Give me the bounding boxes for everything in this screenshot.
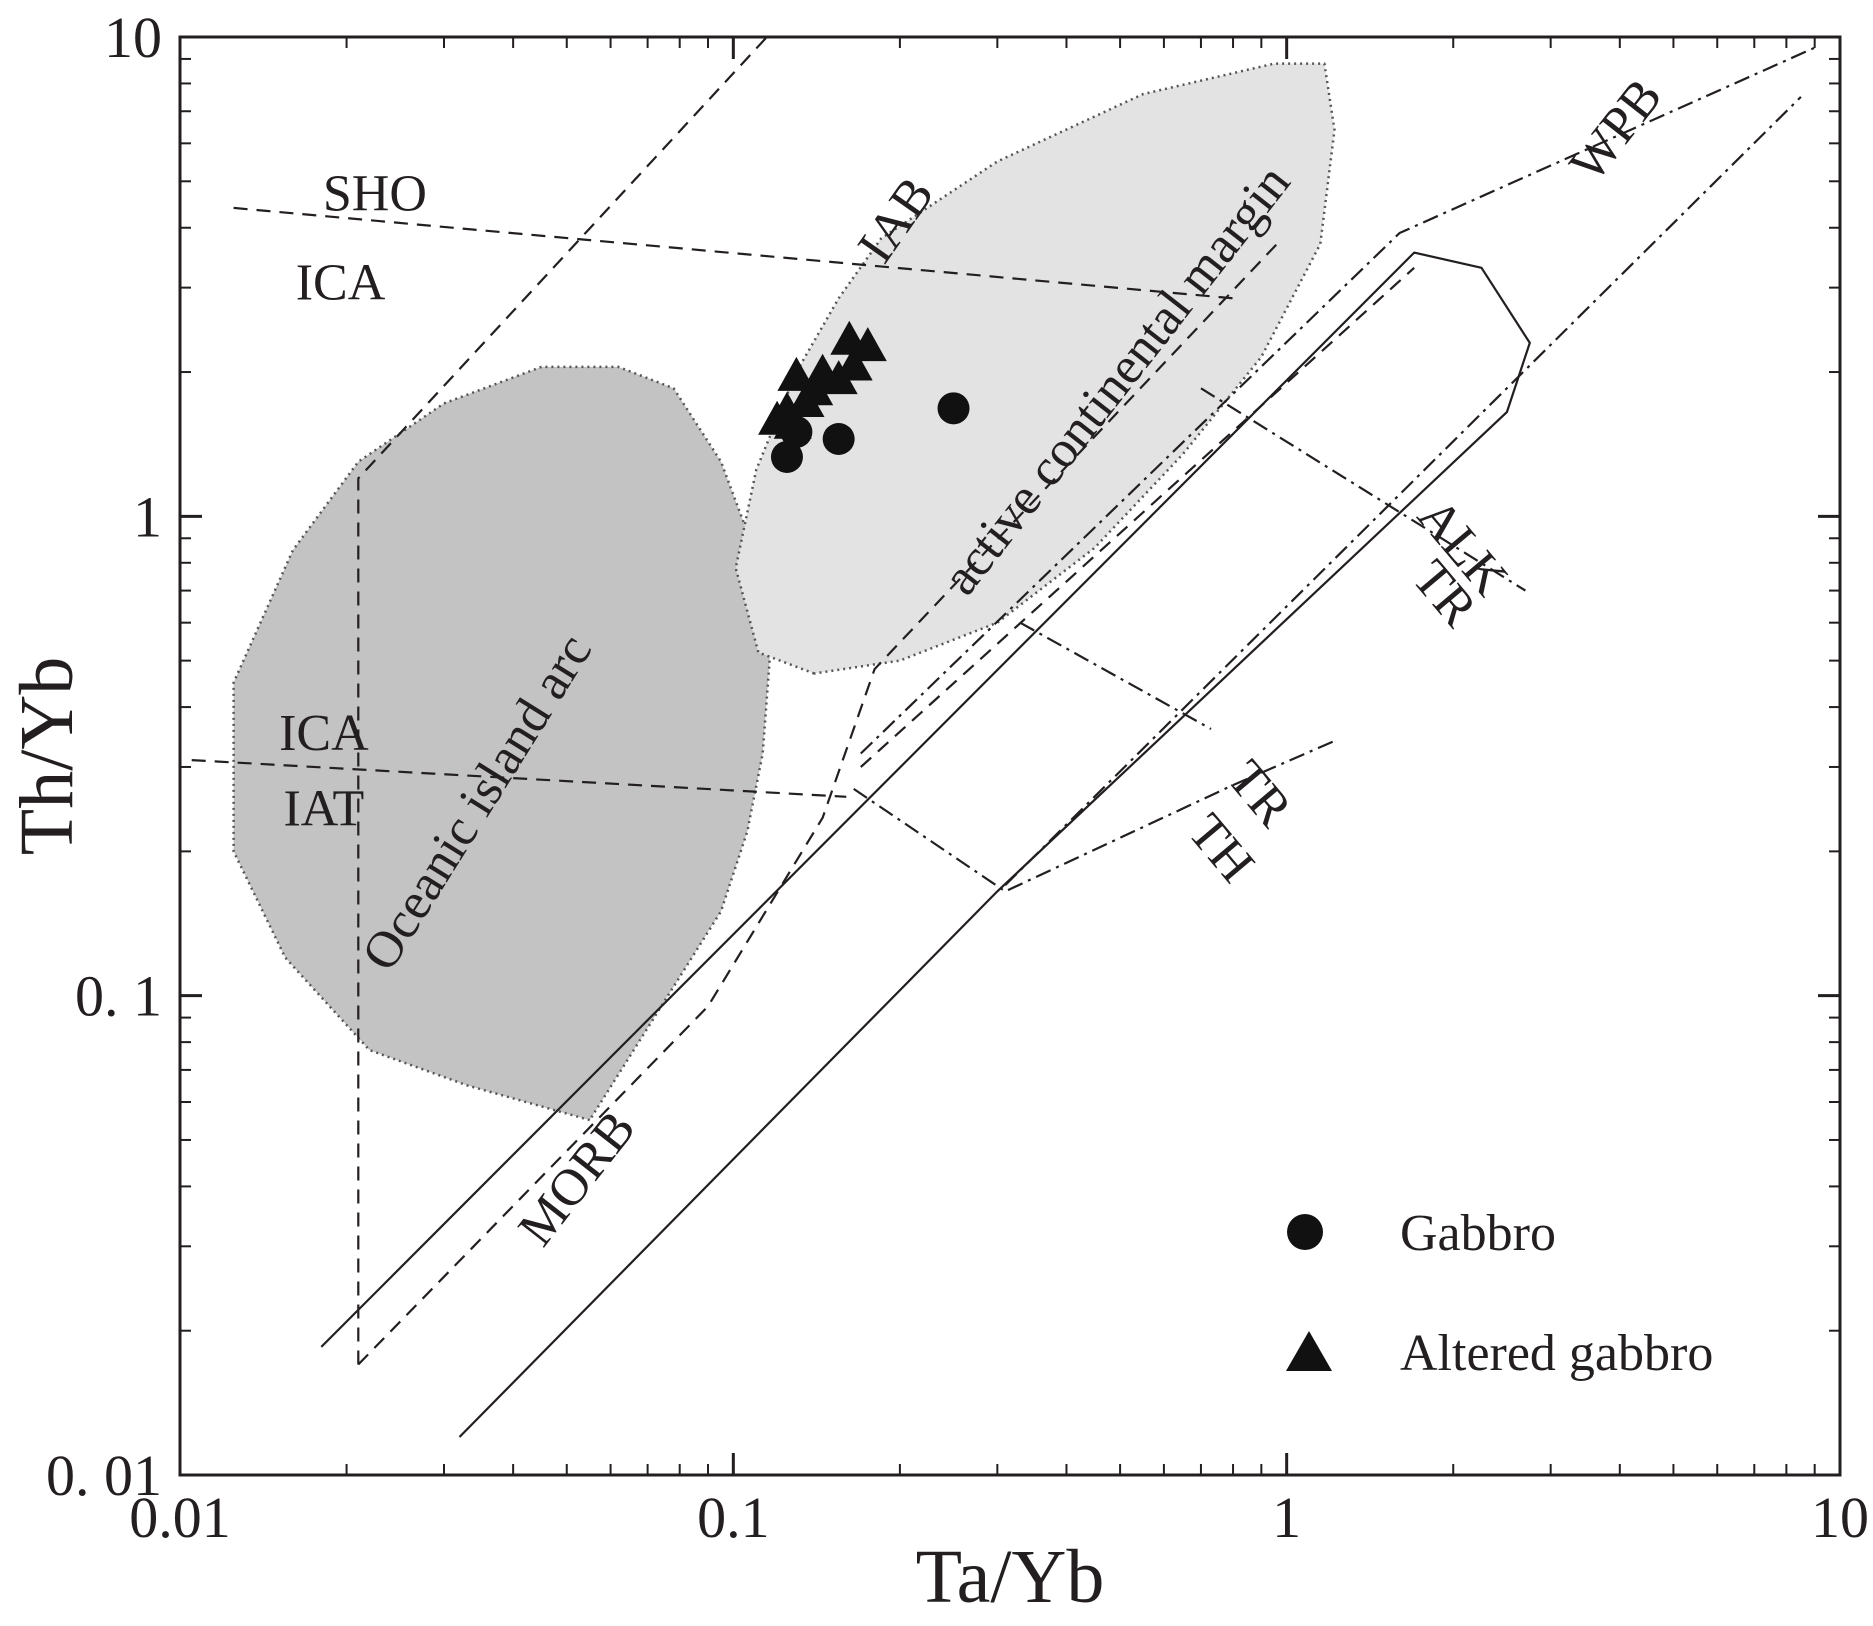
gabbro-point	[770, 440, 803, 473]
legend-altered-gabbro-marker	[1286, 1331, 1332, 1371]
boundary-line-8	[1004, 96, 1802, 886]
field-label-iat: IAT	[283, 780, 364, 837]
x-axis-title: Ta/Yb	[916, 1535, 1105, 1619]
points-layer	[758, 320, 970, 473]
boundary-line-3	[357, 36, 768, 1365]
region-active-continental-margin	[734, 62, 1336, 675]
legend-gabbro-marker	[1287, 1214, 1323, 1250]
x-tick-label: 1	[1272, 1485, 1301, 1550]
altered-gabbro-point	[834, 346, 873, 381]
region-oceanic-island-arc	[232, 365, 773, 1122]
ticks-layer: 0.010. 01 0.1 0. 1 1 1 10 10	[46, 5, 1869, 1550]
gabbro-point	[937, 392, 970, 425]
plot-frame	[178, 35, 1842, 1477]
y-tick-label: 0. 01	[46, 1443, 162, 1508]
altered-gabbro-point	[795, 371, 834, 406]
y-tick-label: 0. 1	[75, 964, 162, 1029]
field-label-ica: ICA	[279, 705, 369, 762]
boundary-line-7	[860, 46, 1816, 755]
boundary-line-6	[320, 251, 1531, 1438]
altered-gabbro-point	[777, 356, 816, 391]
boundary-lines-layer	[191, 36, 1816, 1438]
y-tick-label: 10	[104, 5, 162, 70]
altered-gabbro-point	[848, 327, 887, 362]
altered-gabbro-point	[773, 404, 812, 439]
gabbro-point	[822, 422, 855, 455]
legend: Gabbro Altered gabbro	[1286, 1205, 1713, 1382]
x-tick-label: 0.1	[697, 1485, 770, 1550]
boundary-line-9	[853, 739, 1335, 893]
field-label-ica: ICA	[296, 255, 386, 312]
boundary-line-1	[233, 206, 1234, 300]
field-label-sho: SHO	[323, 166, 427, 223]
x-tick-label: 0.01	[129, 1485, 231, 1550]
boundary-line-4	[357, 243, 1278, 1366]
legend-altered-gabbro-label: Altered gabbro	[1400, 1325, 1713, 1382]
boundary-line-11	[1200, 387, 1526, 592]
boundary-line-5	[860, 266, 1415, 768]
boundary-line-10	[1019, 621, 1212, 730]
boundary-line-2	[191, 759, 847, 798]
regions-layer	[232, 62, 1336, 1122]
y-axis-title: Th/Yb	[5, 657, 89, 855]
y-tick-label: 1	[133, 484, 162, 549]
x-tick-label: 10	[1811, 1485, 1869, 1550]
legend-gabbro-label: Gabbro	[1400, 1205, 1556, 1262]
